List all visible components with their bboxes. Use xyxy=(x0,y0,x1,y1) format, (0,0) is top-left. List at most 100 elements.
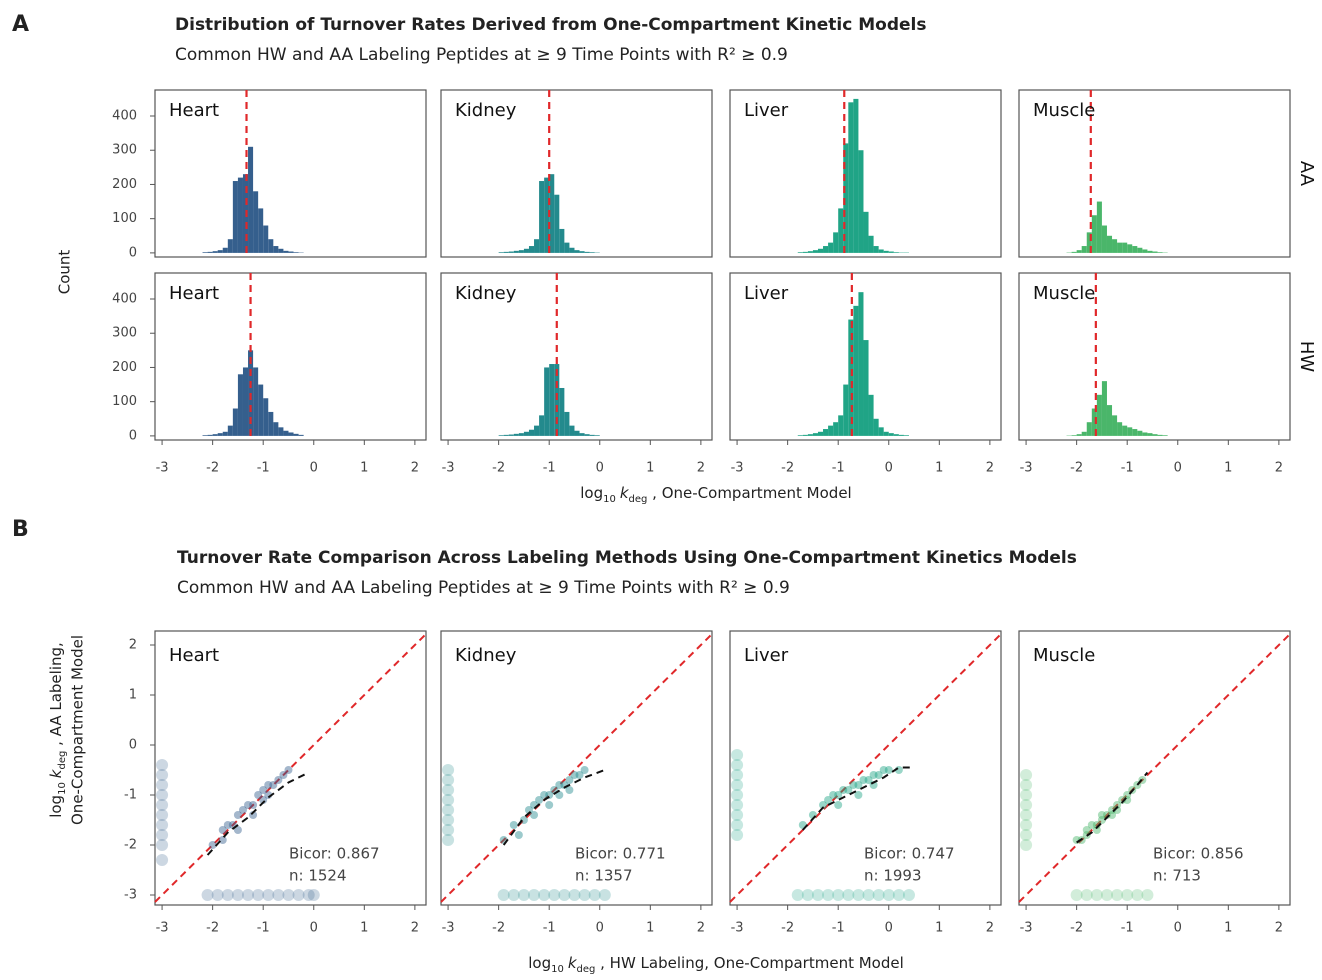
scatter-point xyxy=(885,766,893,774)
histogram-bar xyxy=(1097,395,1102,436)
histogram-bar xyxy=(248,147,253,253)
x-tick-label: -3 xyxy=(1020,921,1033,936)
x-tick-label: 2 xyxy=(986,921,994,936)
histogram-bar xyxy=(524,432,529,436)
chart-title: Turnover Rate Comparison Across Labeling… xyxy=(177,548,1077,568)
histogram-bar xyxy=(564,412,569,436)
histogram-bar xyxy=(1142,249,1147,252)
histogram-bar xyxy=(223,248,228,253)
histogram-bar xyxy=(554,195,559,253)
histogram-bar xyxy=(504,435,509,436)
histogram-bar xyxy=(1102,226,1107,253)
histogram-bar xyxy=(884,432,889,436)
histogram-bar xyxy=(1158,252,1163,253)
histogram-bar xyxy=(574,250,579,253)
histogram-bar xyxy=(1122,426,1127,436)
histogram-bar xyxy=(1112,415,1117,436)
histogram-bar xyxy=(499,435,504,436)
histogram-bar xyxy=(904,435,909,436)
histogram-bar xyxy=(273,246,278,253)
facet-label: Muscle xyxy=(1033,645,1095,666)
histogram-bar xyxy=(228,426,233,436)
histogram-bar xyxy=(1082,432,1087,436)
histogram-bar xyxy=(798,252,803,253)
x-tick-label: -3 xyxy=(731,921,744,936)
histogram-bar xyxy=(1092,215,1097,253)
histogram-bar xyxy=(1137,248,1142,253)
histogram-bar xyxy=(218,250,223,253)
histogram-bar xyxy=(263,398,268,436)
facet-label: Liver xyxy=(744,283,789,304)
x-tick-label: 0 xyxy=(1174,921,1182,936)
x-tick-label: 1 xyxy=(935,921,943,936)
histogram-bar xyxy=(539,415,544,436)
histogram-bar xyxy=(1107,236,1112,253)
x-tick-label: 1 xyxy=(646,461,654,476)
x-tick-label: -3 xyxy=(731,461,744,476)
scatter-point xyxy=(510,821,518,829)
histogram-bar xyxy=(1087,422,1092,436)
axis-label-part: 10 xyxy=(551,964,564,975)
axis-label-part: 10 xyxy=(57,782,68,795)
scatter-point xyxy=(284,766,292,774)
x-tick-label: 1 xyxy=(646,921,654,936)
y-tick-label: 1 xyxy=(129,688,137,703)
x-tick-label: -2 xyxy=(206,921,219,936)
histogram-bar xyxy=(1077,250,1082,253)
x-tick-label: -2 xyxy=(206,461,219,476)
histogram-bar xyxy=(574,431,579,436)
x-tick-label: -1 xyxy=(543,921,556,936)
histogram-bar xyxy=(218,433,223,436)
histogram-bar xyxy=(858,150,863,253)
histogram-bar xyxy=(514,434,519,436)
histogram-bar xyxy=(559,388,564,436)
histogram-bar xyxy=(524,249,529,253)
rug-point xyxy=(308,889,320,901)
axis-label-part: deg xyxy=(577,964,596,975)
x-tick-label: 0 xyxy=(596,921,604,936)
histogram-bar xyxy=(283,251,288,253)
annotation: n: 1524 xyxy=(289,867,347,885)
histogram-bar xyxy=(838,208,843,252)
y-tick-label: 400 xyxy=(112,109,137,124)
histogram-bar xyxy=(213,251,218,253)
histogram-bar xyxy=(853,306,858,436)
histogram-bar xyxy=(894,434,899,436)
histogram-bar xyxy=(519,250,524,253)
histogram-bar xyxy=(585,434,590,436)
histogram-bar xyxy=(228,239,233,253)
rug-point xyxy=(156,759,168,771)
histogram-bar xyxy=(894,252,899,253)
histogram-bar xyxy=(1117,243,1122,253)
annotation: Bicor: 0.747 xyxy=(864,845,955,863)
histogram-bar xyxy=(843,385,848,436)
facet-label: Heart xyxy=(169,283,219,304)
x-tick-label: 0 xyxy=(885,461,893,476)
chart-subtitle: Common HW and AA Labeling Peptides at ≥ … xyxy=(175,45,788,65)
histogram-bar xyxy=(1152,434,1157,436)
histogram-bar xyxy=(863,340,868,436)
histogram-bar xyxy=(833,232,838,253)
x-tick-label: 2 xyxy=(1275,461,1283,476)
histogram-bar xyxy=(899,435,904,436)
histogram-bar xyxy=(1072,252,1077,253)
facet-label: Liver xyxy=(744,645,789,666)
y-tick-label: -2 xyxy=(124,838,137,853)
histogram-bar xyxy=(509,252,514,253)
x-tick-label: -1 xyxy=(832,461,845,476)
facet-label: Heart xyxy=(169,100,219,121)
y-tick-label: -3 xyxy=(124,888,137,903)
histogram-bar xyxy=(203,252,208,253)
annotation: Bicor: 0.867 xyxy=(289,845,380,863)
scatter-point xyxy=(1098,811,1106,819)
axis-label-part: deg xyxy=(629,494,648,505)
histogram-bar xyxy=(268,412,273,436)
x-tick-label: -3 xyxy=(442,921,455,936)
y-tick-label: 0 xyxy=(129,738,137,753)
histogram-bar xyxy=(590,252,595,253)
x-tick-label: -2 xyxy=(492,461,505,476)
histogram-bar xyxy=(238,178,243,253)
chart-subtitle: Common HW and AA Labeling Peptides at ≥ … xyxy=(177,578,790,598)
histogram-bar xyxy=(268,239,273,253)
